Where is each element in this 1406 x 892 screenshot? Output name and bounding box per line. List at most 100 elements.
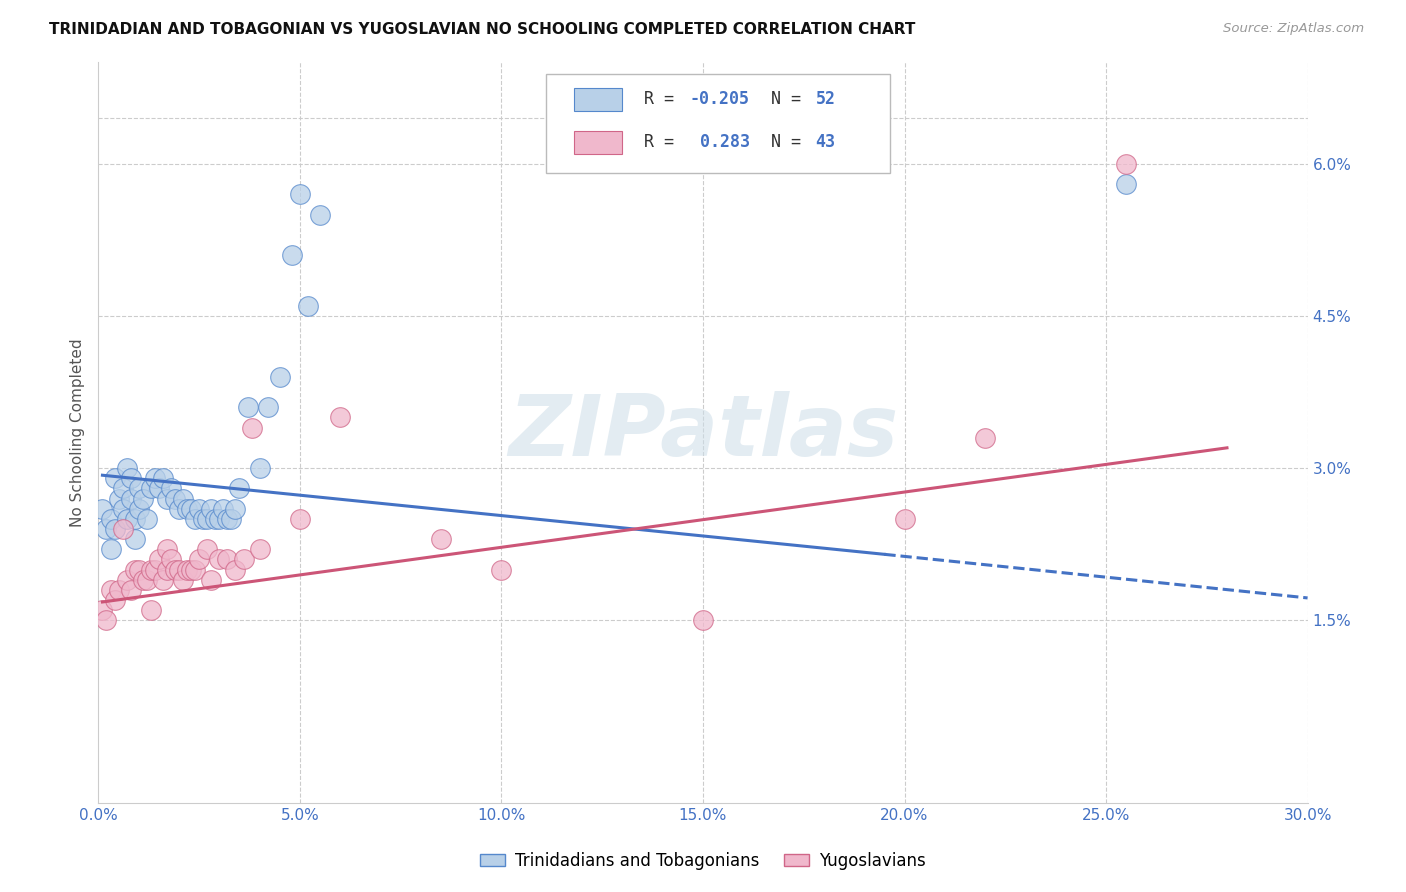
Point — [232, 552, 254, 566]
Point — [128, 501, 150, 516]
Point — [228, 482, 250, 496]
Point — [163, 491, 186, 506]
Point — [111, 522, 134, 536]
Point — [139, 482, 162, 496]
Point — [172, 491, 194, 506]
Text: Source: ZipAtlas.com: Source: ZipAtlas.com — [1223, 22, 1364, 36]
FancyBboxPatch shape — [574, 131, 621, 153]
Point — [297, 299, 319, 313]
Text: 0.283: 0.283 — [690, 134, 749, 152]
Point — [115, 573, 138, 587]
Point — [188, 501, 211, 516]
Point — [160, 552, 183, 566]
Point — [115, 512, 138, 526]
Point — [128, 562, 150, 576]
Point — [240, 420, 263, 434]
Point — [188, 552, 211, 566]
Point — [91, 603, 114, 617]
Point — [184, 562, 207, 576]
Text: 43: 43 — [815, 134, 835, 152]
Point — [1115, 157, 1137, 171]
Point — [91, 501, 114, 516]
Point — [135, 573, 157, 587]
Point — [221, 512, 243, 526]
Point — [281, 248, 304, 262]
Point — [180, 562, 202, 576]
Point — [430, 532, 453, 546]
Text: R =: R = — [644, 90, 683, 109]
Point — [200, 573, 222, 587]
Point — [132, 573, 155, 587]
Point — [96, 613, 118, 627]
Point — [120, 582, 142, 597]
Point — [143, 562, 166, 576]
Point — [236, 401, 259, 415]
Point — [217, 552, 239, 566]
Point — [139, 562, 162, 576]
Point — [772, 127, 794, 141]
Point — [103, 471, 125, 485]
Text: TRINIDADIAN AND TOBAGONIAN VS YUGOSLAVIAN NO SCHOOLING COMPLETED CORRELATION CHA: TRINIDADIAN AND TOBAGONIAN VS YUGOSLAVIA… — [49, 22, 915, 37]
Point — [249, 542, 271, 557]
Point — [124, 562, 146, 576]
Text: -0.205: -0.205 — [690, 90, 749, 109]
Text: N =: N = — [770, 134, 811, 152]
Point — [107, 582, 129, 597]
Point — [148, 552, 170, 566]
Point — [96, 522, 118, 536]
Text: ZIPatlas: ZIPatlas — [508, 391, 898, 475]
Point — [100, 542, 122, 557]
Point — [204, 512, 226, 526]
FancyBboxPatch shape — [574, 88, 621, 111]
Point — [111, 501, 134, 516]
Point — [288, 187, 311, 202]
Point — [1115, 177, 1137, 191]
Legend: Trinidadians and Tobagonians, Yugoslavians: Trinidadians and Tobagonians, Yugoslavia… — [474, 846, 932, 877]
Point — [195, 542, 218, 557]
Y-axis label: No Schooling Completed: No Schooling Completed — [69, 338, 84, 527]
Point — [224, 562, 246, 576]
Point — [124, 532, 146, 546]
Point — [309, 208, 332, 222]
Point — [208, 512, 231, 526]
Point — [692, 613, 714, 627]
Point — [115, 461, 138, 475]
Point — [288, 512, 311, 526]
Point — [184, 512, 207, 526]
Point — [100, 512, 122, 526]
Point — [139, 603, 162, 617]
Point — [212, 501, 235, 516]
Point — [167, 562, 190, 576]
Point — [172, 573, 194, 587]
Point — [224, 501, 246, 516]
Point — [249, 461, 271, 475]
Point — [152, 471, 174, 485]
Point — [132, 491, 155, 506]
Point — [176, 501, 198, 516]
Point — [163, 562, 186, 576]
Point — [100, 582, 122, 597]
Point — [200, 501, 222, 516]
Point — [208, 552, 231, 566]
Point — [135, 512, 157, 526]
Point — [103, 522, 125, 536]
Point — [111, 482, 134, 496]
Point — [167, 501, 190, 516]
Point — [152, 573, 174, 587]
Point — [195, 512, 218, 526]
Point — [217, 512, 239, 526]
Text: N =: N = — [770, 90, 811, 109]
Point — [176, 562, 198, 576]
Point — [120, 491, 142, 506]
Point — [128, 482, 150, 496]
Point — [160, 482, 183, 496]
Point — [103, 593, 125, 607]
Point — [329, 410, 352, 425]
Point — [156, 542, 179, 557]
Point — [124, 512, 146, 526]
Text: 52: 52 — [815, 90, 835, 109]
Point — [156, 491, 179, 506]
Point — [180, 501, 202, 516]
Point — [491, 562, 513, 576]
Point — [269, 369, 291, 384]
